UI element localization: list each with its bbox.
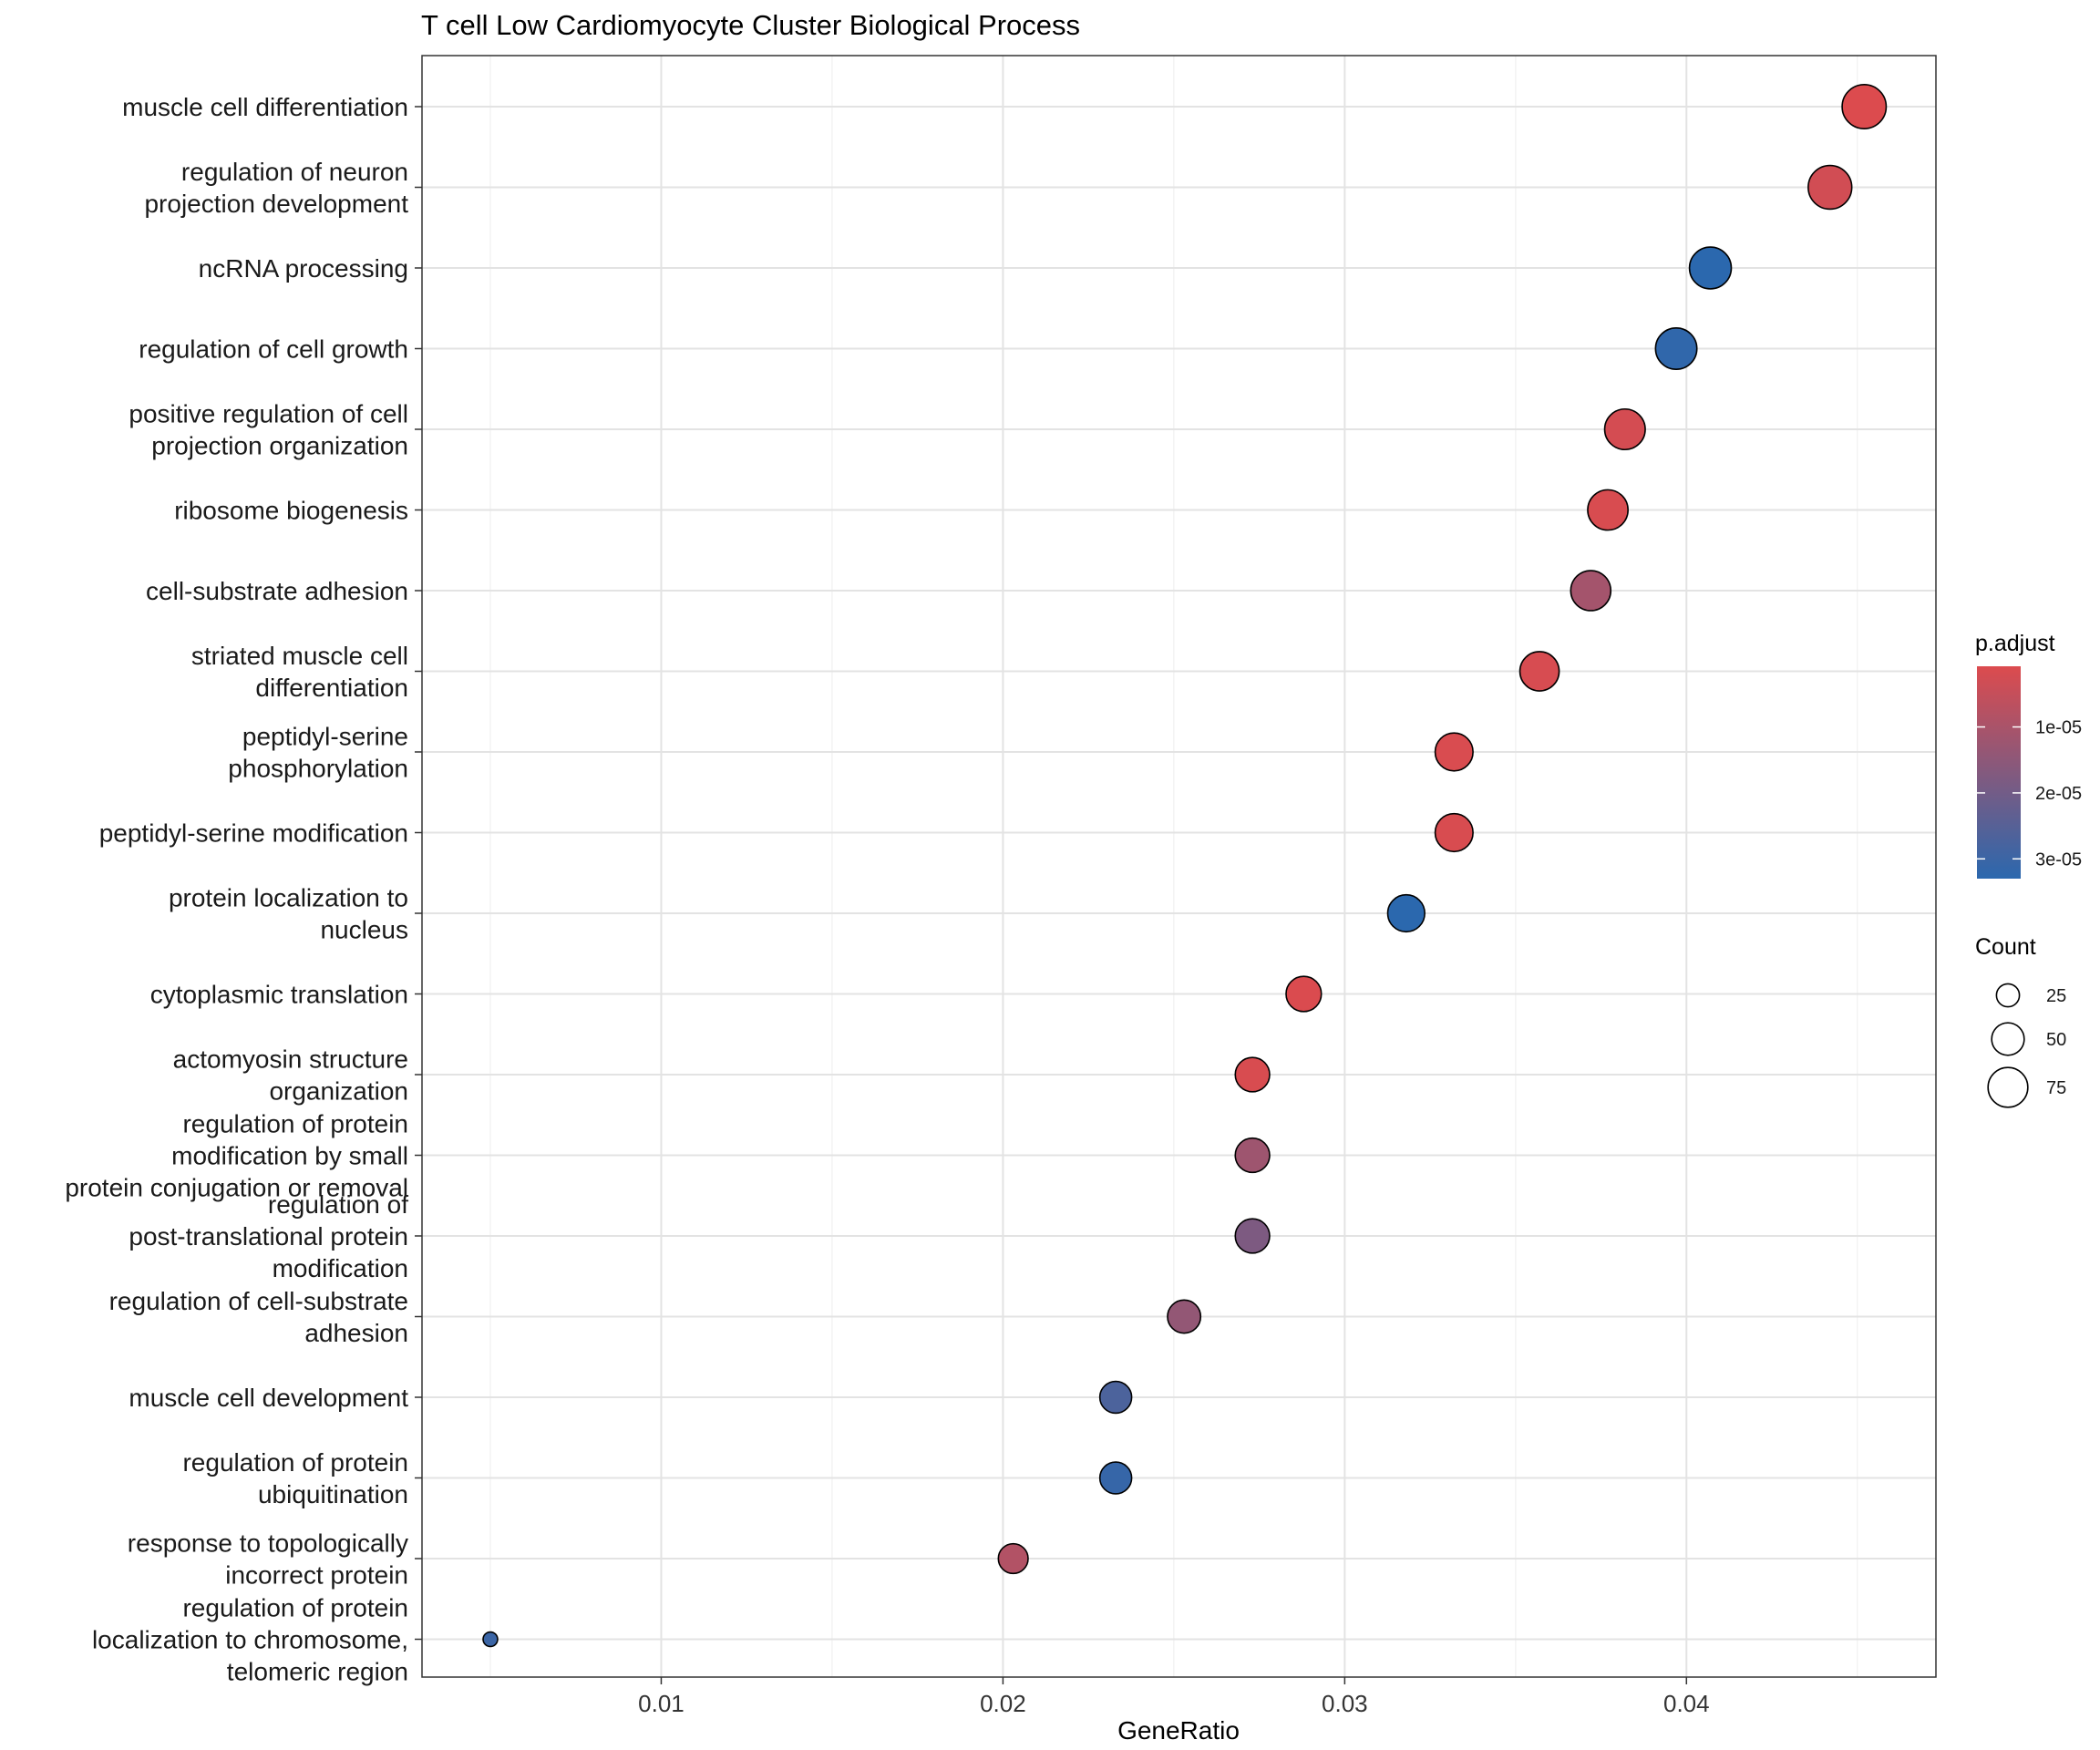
data-point <box>1167 1299 1202 1334</box>
data-point <box>1570 570 1612 612</box>
data-points <box>482 84 1888 1648</box>
data-point <box>1234 1218 1271 1254</box>
y-tick-label: positive regulation of cell <box>129 400 408 428</box>
x-axis-title: GeneRatio <box>1117 1716 1240 1745</box>
y-tick-label: response to topologically <box>128 1529 408 1558</box>
data-point <box>482 1631 499 1648</box>
data-point <box>1386 893 1426 933</box>
size-legend-title: Count <box>1975 934 2036 960</box>
y-tick-label: actomyosin structure <box>173 1045 408 1074</box>
size-legend-label: 25 <box>2046 986 2066 1006</box>
y-tick-label: regulation of protein <box>182 1448 408 1477</box>
color-legend-label: 1e-05 <box>2035 718 2082 738</box>
y-tick-label: cell-substrate adhesion <box>146 577 408 605</box>
data-point <box>1688 246 1733 290</box>
y-tick-label: phosphorylation <box>228 755 408 783</box>
color-legend: p.adjust 1e-05 2e-05 3e-05 <box>1975 631 2082 879</box>
y-tick-label: projection development <box>144 190 408 218</box>
y-tick-label: regulation of cell growth <box>139 335 408 364</box>
y-tick-label: protein conjugation or removal <box>65 1174 408 1202</box>
y-tick-label: telomeric region <box>227 1658 408 1686</box>
color-legend-title: p.adjust <box>1975 631 2055 656</box>
data-point <box>1587 489 1629 531</box>
y-tick-label: ncRNA processing <box>199 254 408 283</box>
x-tick-label: 0.01 <box>638 1690 685 1717</box>
data-point <box>1603 407 1646 451</box>
y-tick-label: modification <box>273 1254 408 1282</box>
size-legend-circle <box>1987 1066 2029 1108</box>
plot-panel <box>422 56 1936 1677</box>
y-tick-label: striated muscle cell <box>191 642 408 670</box>
x-tick-label: 0.03 <box>1322 1690 1368 1717</box>
color-legend-label: 2e-05 <box>2035 784 2082 804</box>
y-tick-label: incorrect protein <box>225 1561 408 1590</box>
data-point <box>1518 651 1560 692</box>
data-point <box>1807 164 1853 211</box>
chart-title: T cell Low Cardiomyocyte Cluster Biologi… <box>421 9 1080 41</box>
y-tick-label: organization <box>269 1077 408 1106</box>
size-legend-circle <box>1991 1022 2025 1056</box>
y-tick-label: protein localization to <box>169 884 408 912</box>
y-tick-label: regulation of cell-substrate <box>109 1287 408 1315</box>
data-point <box>1434 812 1474 853</box>
data-point <box>1234 1137 1271 1174</box>
y-tick-label: ubiquitination <box>258 1480 408 1508</box>
y-tick-label: peptidyl-serine <box>242 723 408 751</box>
data-point <box>1098 1461 1133 1495</box>
y-tick-label: muscle cell differentiation <box>122 93 408 121</box>
y-tick-label: regulation of neuron <box>181 158 408 186</box>
y-tick-label: ribosome biogenesis <box>174 497 408 525</box>
size-legend-label: 50 <box>2046 1030 2066 1050</box>
y-tick-label: post-translational protein <box>129 1222 408 1251</box>
data-point <box>997 1542 1029 1575</box>
y-tick-label: regulation of protein <box>182 1110 408 1138</box>
y-tick-label: modification by small <box>171 1142 408 1170</box>
size-legend: Count 25 50 75 <box>1975 934 2066 1108</box>
y-tick-label: adhesion <box>304 1319 408 1347</box>
y-axis-labels: muscle cell differentiation regulation of… <box>65 93 422 1686</box>
y-tick-label: differentiation <box>255 674 408 702</box>
y-tick-label: peptidyl-serine modification <box>99 819 408 848</box>
x-tick-label: 0.04 <box>1663 1690 1710 1717</box>
color-legend-label: 3e-05 <box>2035 849 2082 870</box>
data-point <box>1434 732 1474 772</box>
y-tick-label: muscle cell development <box>129 1384 408 1412</box>
x-tick-label: 0.02 <box>980 1690 1026 1717</box>
y-tick-label: regulation of protein <box>182 1594 408 1622</box>
y-tick-label: regulation of <box>268 1190 408 1219</box>
size-legend-label: 75 <box>2046 1078 2066 1098</box>
data-point <box>1841 84 1888 129</box>
size-legend-circle <box>1995 983 2021 1008</box>
data-point <box>1098 1380 1133 1415</box>
x-axis-ticks: 0.01 0.02 0.03 0.04 <box>638 1677 1710 1717</box>
y-tick-label: projection organization <box>151 432 408 460</box>
plot-panel-border <box>421 55 1937 1678</box>
data-point <box>1654 327 1698 370</box>
y-tick-label: localization to chromosome, <box>92 1626 408 1654</box>
data-point <box>1234 1056 1271 1093</box>
data-point <box>1285 975 1323 1013</box>
y-tick-label: cytoplasmic translation <box>150 981 408 1009</box>
y-tick-label: nucleus <box>320 916 408 944</box>
color-legend-bar <box>1977 666 2021 879</box>
